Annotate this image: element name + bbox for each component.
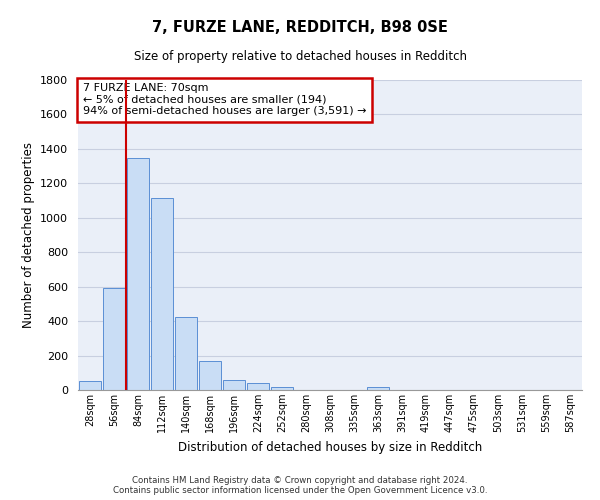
Bar bbox=[271, 387, 293, 390]
Bar bbox=[127, 158, 149, 390]
Bar bbox=[247, 384, 269, 390]
Bar bbox=[151, 198, 173, 390]
Bar bbox=[199, 360, 221, 390]
Bar bbox=[175, 317, 197, 390]
Text: Size of property relative to detached houses in Redditch: Size of property relative to detached ho… bbox=[133, 50, 467, 63]
X-axis label: Distribution of detached houses by size in Redditch: Distribution of detached houses by size … bbox=[178, 440, 482, 454]
Text: 7 FURZE LANE: 70sqm
← 5% of detached houses are smaller (194)
94% of semi-detach: 7 FURZE LANE: 70sqm ← 5% of detached hou… bbox=[83, 83, 367, 116]
Text: 7, FURZE LANE, REDDITCH, B98 0SE: 7, FURZE LANE, REDDITCH, B98 0SE bbox=[152, 20, 448, 35]
Bar bbox=[367, 386, 389, 390]
Y-axis label: Number of detached properties: Number of detached properties bbox=[22, 142, 35, 328]
Bar bbox=[223, 380, 245, 390]
Text: Contains HM Land Registry data © Crown copyright and database right 2024.
Contai: Contains HM Land Registry data © Crown c… bbox=[113, 476, 487, 495]
Bar bbox=[79, 382, 101, 390]
Bar bbox=[103, 288, 125, 390]
